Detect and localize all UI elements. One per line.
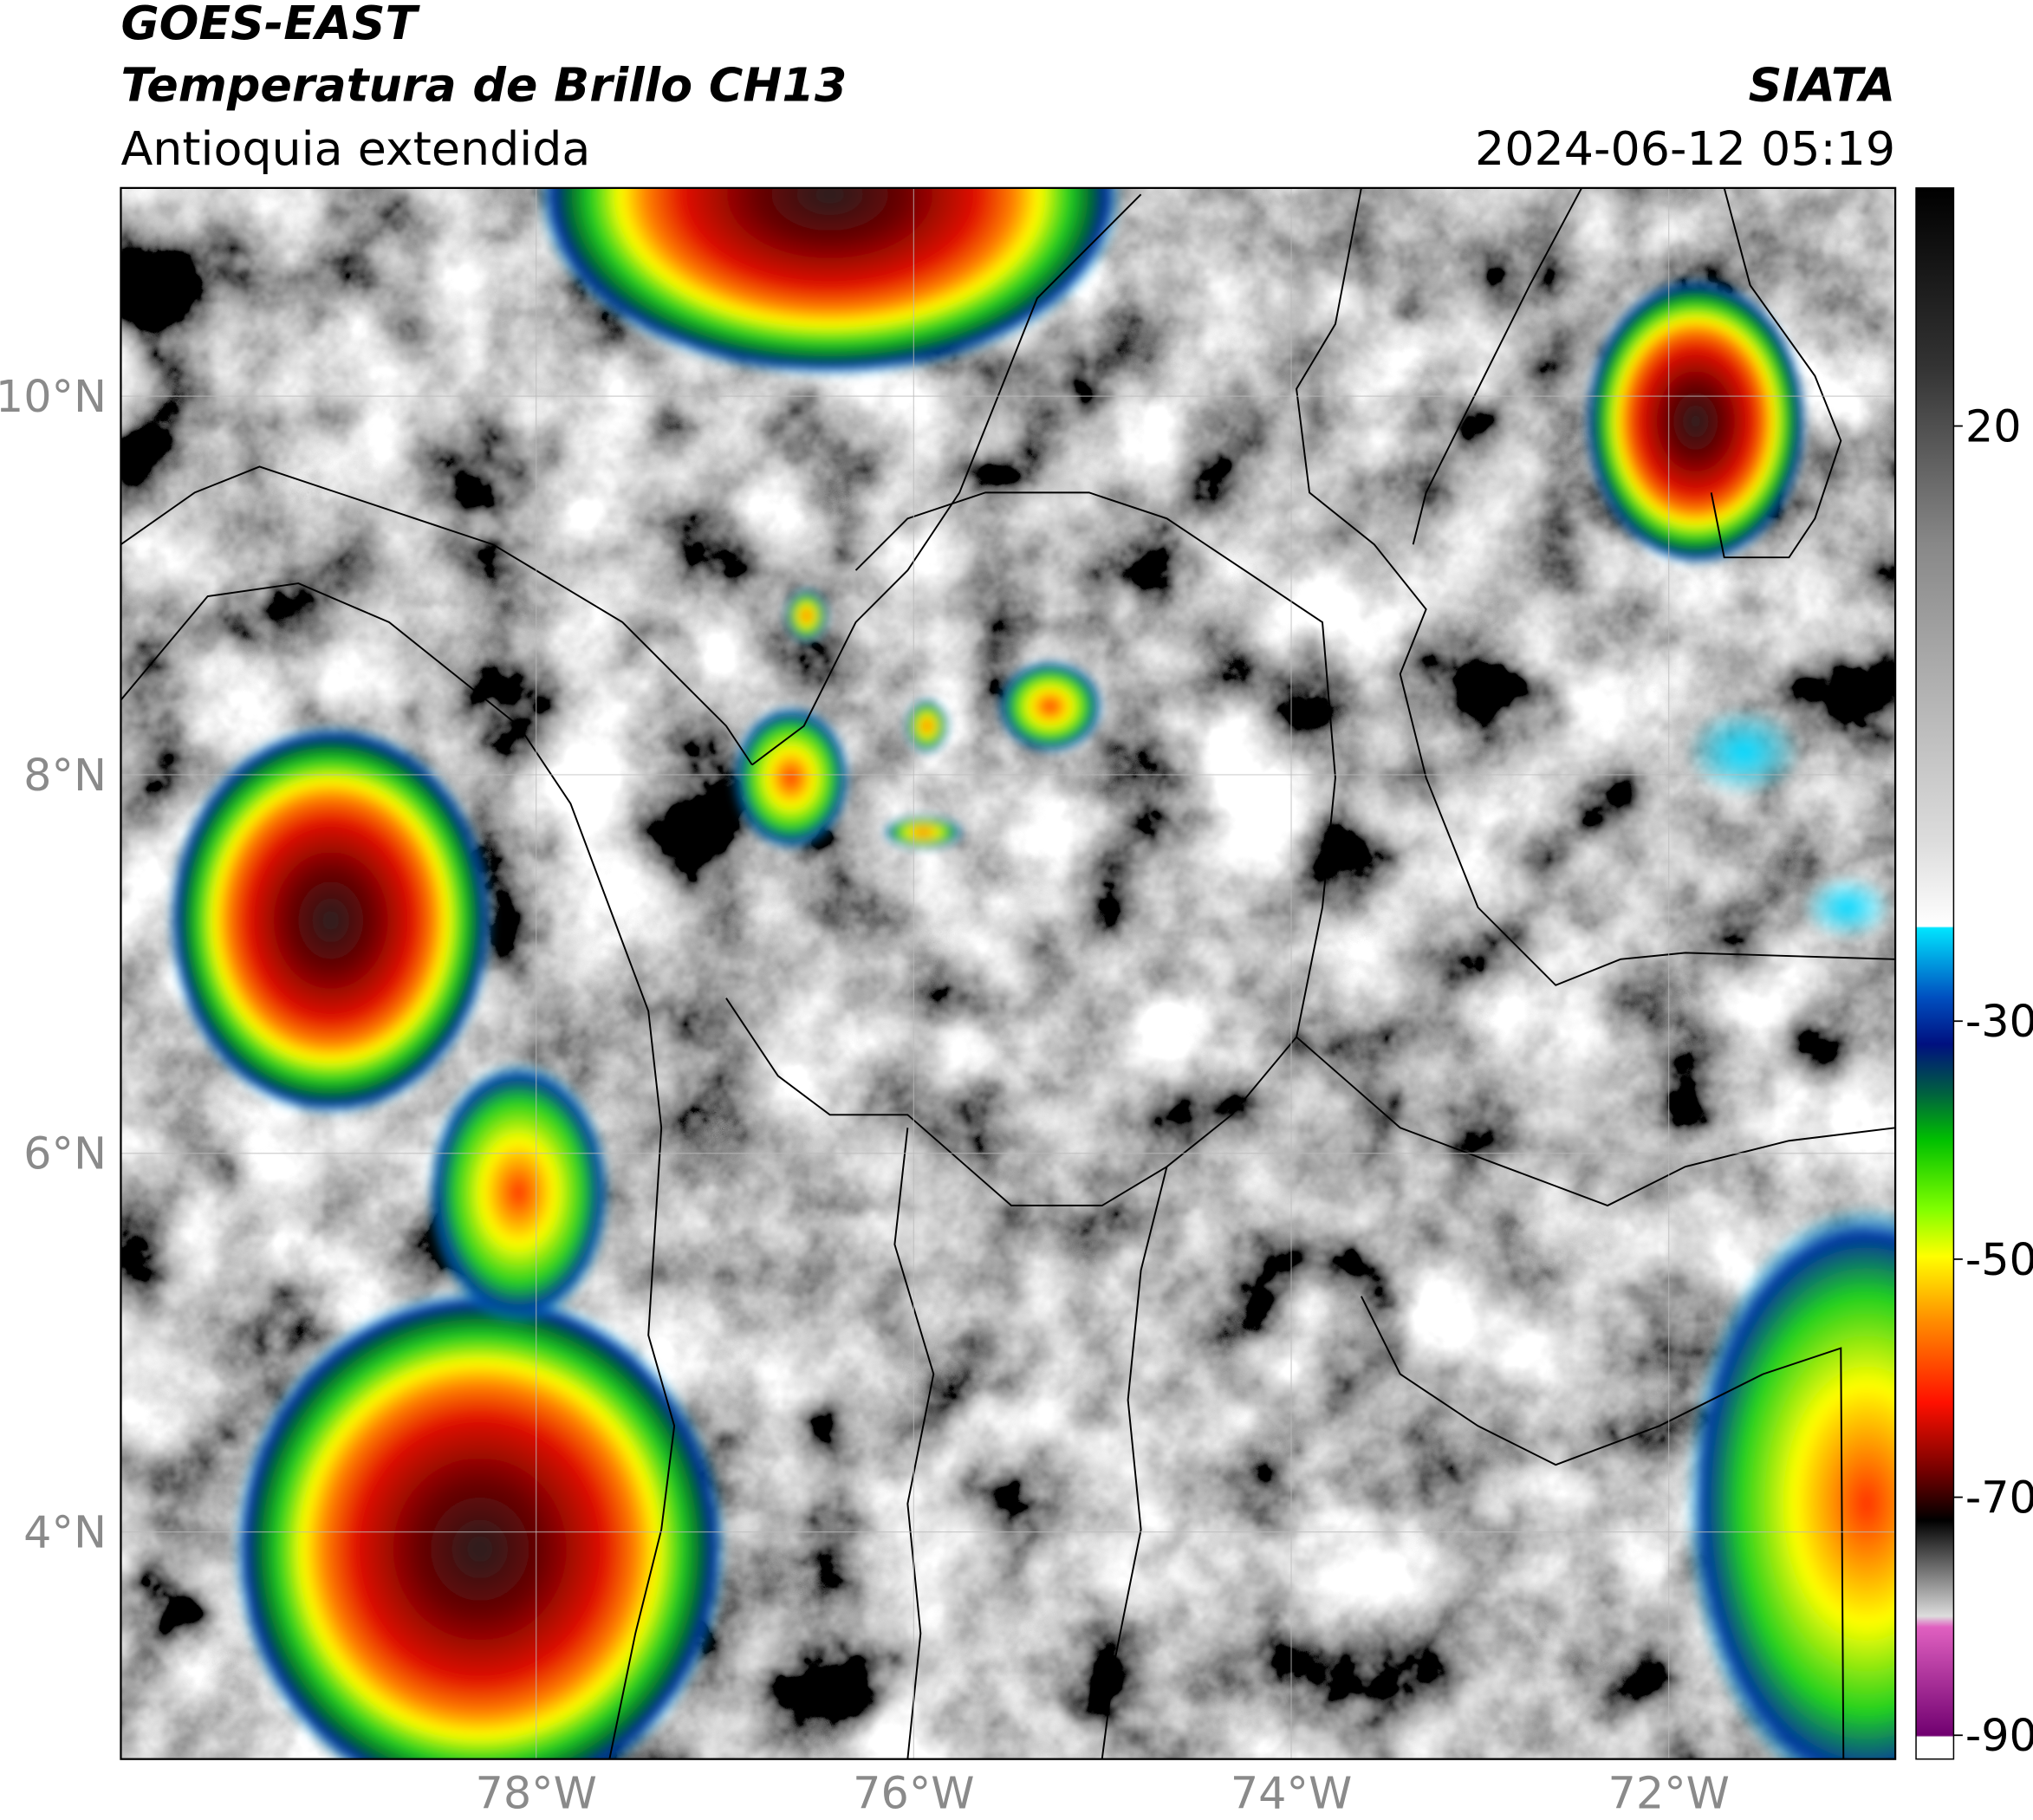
colorbar-tick-label: -30 — [1965, 996, 2033, 1047]
storm-cell — [732, 706, 850, 849]
y-tick-label: 8°N — [23, 750, 107, 801]
datetime-label: 2024-06-12 05:19 — [1475, 121, 1895, 176]
x-tick-label: 76°W — [853, 1768, 974, 1819]
y-tick-label: 4°N — [23, 1507, 107, 1558]
storm-cell — [1585, 278, 1806, 564]
axes: 78°W 76°W 74°W 72°W 4°N 6°N 8°N 10°N 20 -30 -50 -70… — [0, 371, 2033, 1818]
map-imagery — [120, 187, 1896, 1759]
coastline — [120, 582, 676, 1759]
border — [725, 491, 1336, 1206]
colorbar-tick-label: -70 — [1965, 1472, 2033, 1524]
cold-cloud — [1802, 874, 1893, 940]
x-tick-label: 74°W — [1231, 1768, 1352, 1819]
storm-cell — [906, 699, 948, 752]
product-title: Temperatura de Brillo CH13 — [120, 58, 847, 113]
border — [1296, 1036, 1896, 1207]
storm-cell — [427, 1063, 610, 1323]
colorbar-tick-label: -50 — [1965, 1234, 2033, 1285]
storm-cell — [233, 1290, 726, 1759]
colorbar-tick-label: -90 — [1965, 1710, 2033, 1761]
border — [1710, 187, 1842, 559]
storm-cells — [168, 187, 1896, 1759]
storm-cell — [785, 589, 828, 642]
border — [893, 1128, 935, 1759]
y-tick-label: 6°N — [23, 1128, 107, 1180]
graticule — [120, 187, 1896, 1759]
coastline — [120, 465, 753, 766]
border — [1101, 1166, 1168, 1759]
cold-cloud — [1685, 706, 1802, 797]
x-tick-label: 72°W — [1608, 1768, 1729, 1819]
storm-cell — [998, 660, 1102, 752]
border — [1360, 1296, 1845, 1759]
colorbar — [1915, 187, 1955, 1760]
storm-cell — [168, 725, 493, 1115]
y-tick-label: 10°N — [0, 371, 107, 422]
satellite-title: GOES-EAST — [120, 0, 420, 50]
agency-label: SIATA — [1749, 58, 1896, 113]
coastline — [751, 193, 1142, 766]
colorbar-tick-label: 20 — [1965, 400, 2022, 452]
x-tick-label: 78°W — [475, 1768, 596, 1819]
storm-cell — [538, 187, 1122, 376]
storm-cell — [884, 816, 963, 848]
border — [1296, 187, 1896, 986]
border — [1412, 187, 1582, 545]
map-frame — [120, 186, 1897, 1760]
region-subtitle: Antioquia extendida — [120, 121, 590, 176]
boundaries — [120, 187, 1896, 1759]
